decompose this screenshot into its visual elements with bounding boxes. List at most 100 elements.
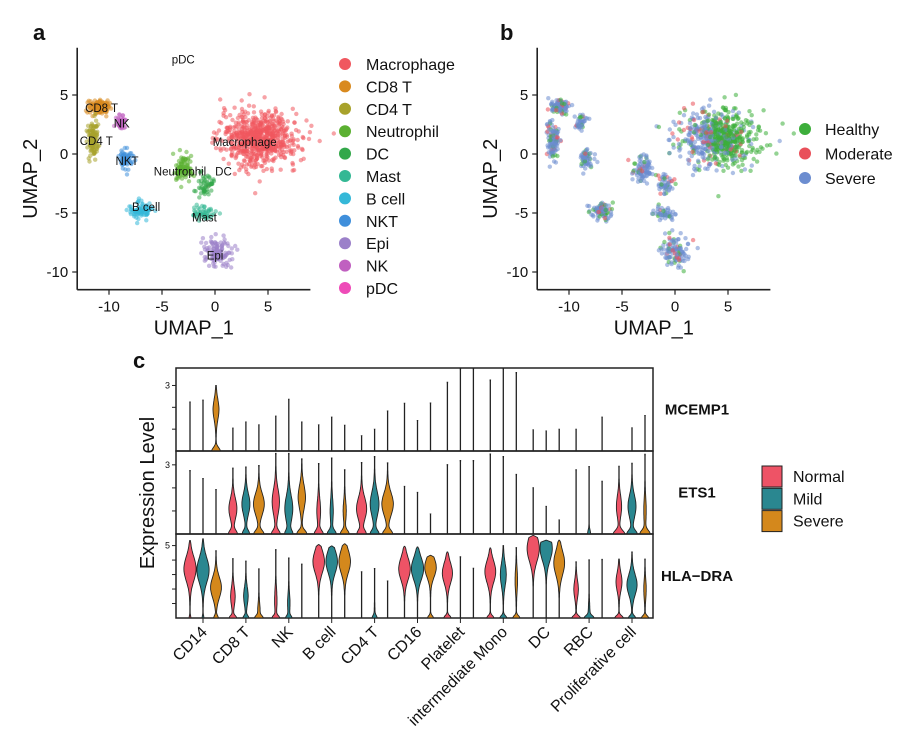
point-macrophage (229, 133, 235, 138)
point-severe (666, 247, 671, 252)
point-macrophage (218, 97, 223, 102)
point-macrophage (290, 160, 295, 166)
point-healthy (733, 92, 739, 98)
point-b-cell (139, 208, 144, 213)
point-macrophage (279, 111, 284, 117)
point-macrophage (236, 161, 241, 166)
category-label: CD16 (384, 624, 425, 665)
point-severe (700, 151, 705, 156)
point-severe (671, 145, 676, 150)
point-severe (669, 214, 675, 219)
legend-label: NK (366, 259, 389, 276)
point-moderate (675, 137, 680, 142)
point-macrophage (247, 144, 252, 150)
point-epi (199, 240, 204, 245)
violin-severe (601, 480, 603, 535)
point-healthy (739, 168, 744, 174)
point-severe (584, 147, 589, 153)
point-macrophage (246, 138, 251, 143)
point-neutrophil (181, 172, 186, 178)
point-epi (235, 247, 240, 252)
point-healthy (603, 207, 608, 213)
violin-mild (626, 462, 638, 535)
point-macrophage (246, 171, 251, 177)
point-healthy (718, 122, 724, 127)
x-axis-title: UMAP_1 (154, 318, 234, 340)
category-label: DC (526, 624, 554, 652)
point-severe (636, 176, 641, 181)
point-severe (659, 205, 664, 211)
point-macrophage (253, 115, 258, 120)
point-healthy (656, 124, 662, 130)
point-epi (222, 237, 227, 242)
point-severe (550, 107, 555, 112)
point-macrophage (269, 127, 275, 132)
point-severe (686, 161, 691, 166)
violin-mild (245, 421, 247, 452)
violin-normal (228, 558, 238, 619)
point-moderate (681, 127, 687, 133)
point-macrophage (301, 135, 306, 141)
point-moderate (667, 242, 672, 247)
y-tick-label: -10 (507, 264, 529, 281)
point-healthy (732, 147, 737, 153)
point-severe (730, 157, 735, 163)
point-healthy (711, 142, 716, 147)
point-severe (682, 251, 687, 257)
cluster-label: NK (114, 118, 130, 130)
point-healthy (673, 181, 678, 187)
legend-dot (339, 80, 351, 93)
point-healthy (722, 107, 727, 113)
violin-mild (583, 559, 595, 619)
point-macrophage (221, 156, 226, 162)
cluster-label: DC (215, 167, 232, 179)
point-severe (650, 165, 655, 171)
point-healthy (722, 116, 727, 121)
point-severe (552, 148, 558, 153)
violin-normal (270, 452, 281, 535)
point-macrophage (282, 144, 287, 150)
point-macrophage (262, 139, 267, 144)
point-severe (685, 157, 691, 162)
point-severe (644, 157, 650, 162)
point-severe (655, 209, 660, 214)
legend-dot (339, 125, 351, 138)
violin-normal (526, 534, 540, 619)
point-moderate (690, 149, 695, 155)
point-severe (722, 150, 727, 155)
point-healthy (780, 121, 785, 126)
point-macrophage (263, 126, 268, 131)
point-severe (579, 123, 585, 128)
point-healthy (714, 147, 719, 153)
point-macrophage (218, 148, 223, 153)
violin-normal (575, 469, 577, 535)
violin-severe (472, 367, 475, 452)
point-severe (685, 241, 691, 247)
y-tick-label: 5 (60, 87, 68, 104)
category-label: CD4 T (338, 624, 383, 669)
point-macrophage (262, 95, 267, 100)
point-healthy (720, 129, 726, 134)
violin-normal (313, 462, 324, 535)
legend-label: Moderate (825, 147, 893, 164)
point-severe (706, 148, 711, 154)
point-severe (646, 161, 651, 166)
point-severe (662, 231, 668, 236)
point-epi (219, 246, 225, 251)
point-moderate (602, 216, 608, 221)
point-macrophage (290, 106, 295, 112)
violin-severe (511, 547, 521, 619)
x-tick-label: -5 (615, 299, 628, 316)
point-healthy (705, 157, 711, 162)
point-severe (687, 139, 692, 144)
point-moderate (739, 129, 744, 135)
point-severe (551, 143, 556, 148)
x-tick-label: -5 (155, 299, 168, 316)
point-macrophage (285, 119, 290, 124)
point-moderate (728, 147, 733, 152)
point-macrophage (295, 137, 300, 143)
point-neutrophil (186, 156, 191, 161)
point-moderate (554, 108, 559, 113)
point-severe (547, 164, 552, 169)
legend-dot (339, 58, 351, 70)
